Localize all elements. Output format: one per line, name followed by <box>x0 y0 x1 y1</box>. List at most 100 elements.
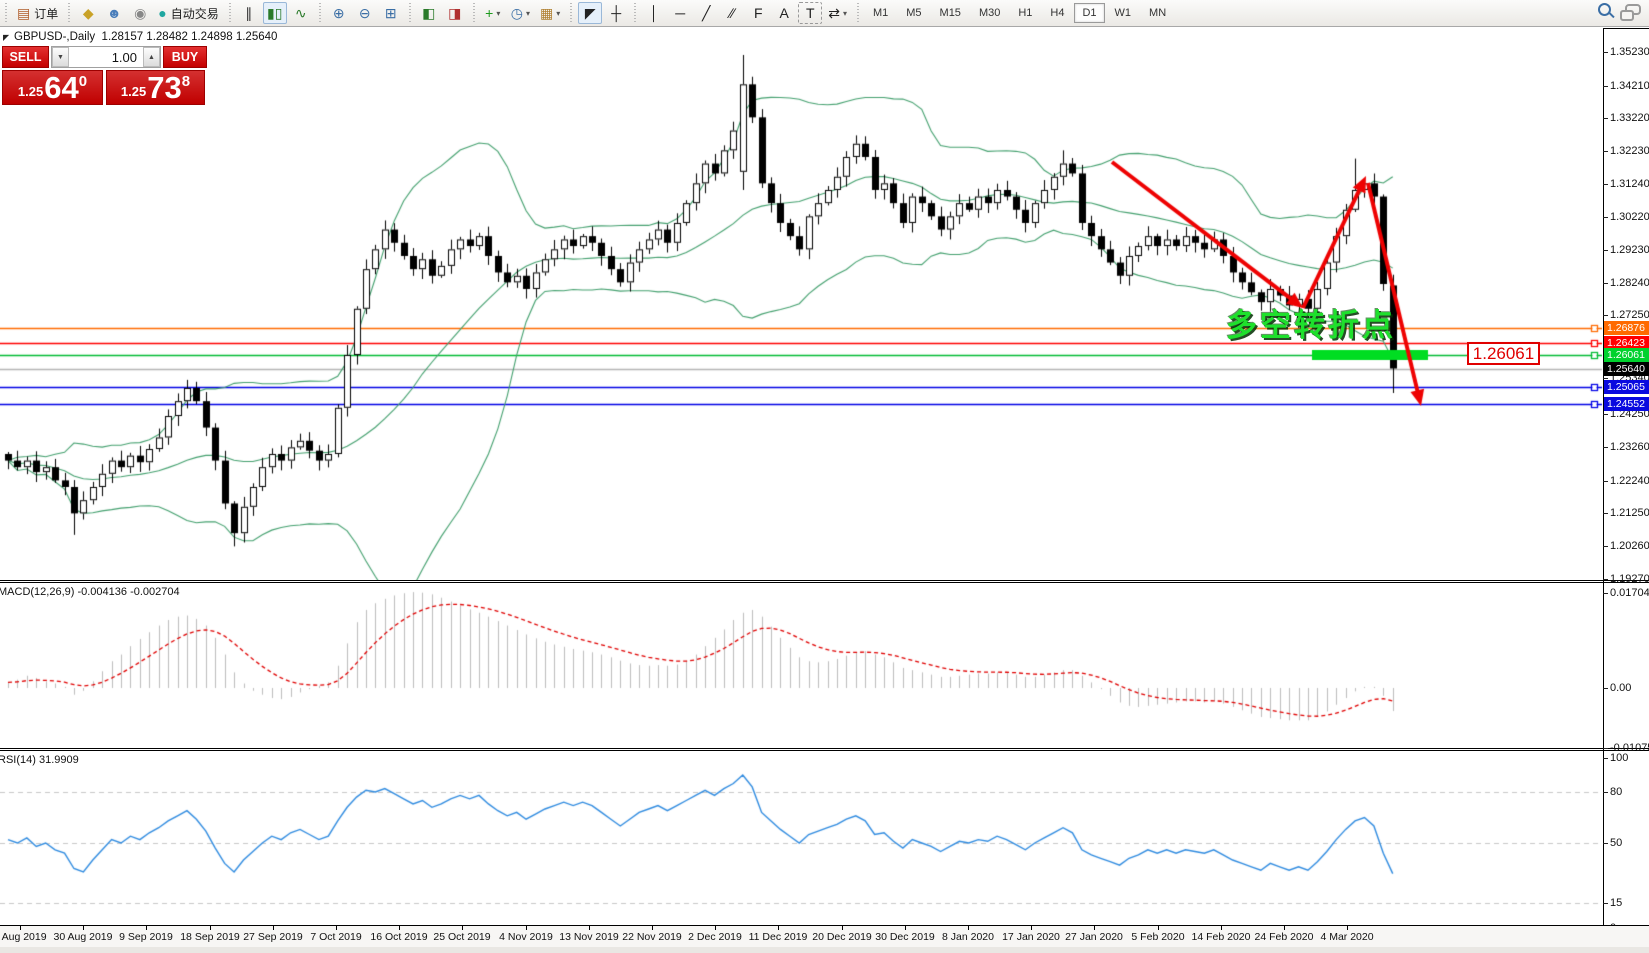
toolbar-group-handle[interactable] <box>406 3 414 23</box>
toolbar-group-handle[interactable] <box>3 3 10 23</box>
autotrade-button[interactable]: ● 自动交易 <box>154 2 222 24</box>
date-tick <box>1158 926 1159 930</box>
dropdown-caret-icon[interactable]: ▾ <box>556 8 561 18</box>
toolbar-group-handle[interactable] <box>854 3 862 23</box>
candlestick-mode-icon[interactable]: ▮▯ <box>262 2 287 24</box>
auto-scroll-icon[interactable]: ◧ <box>417 2 441 24</box>
timeframe-m5[interactable]: M5 <box>906 7 922 19</box>
timeframe-m15[interactable]: M15 <box>939 7 961 19</box>
search-icon[interactable] <box>1598 3 1611 16</box>
macd-canvas[interactable] <box>0 584 1603 747</box>
price-tick-label: 1.19270 <box>1610 573 1649 585</box>
macd-tick <box>1603 748 1608 749</box>
timeframe-mn[interactable]: MN <box>1149 7 1167 19</box>
dropdown-caret-icon[interactable]: ▾ <box>842 8 847 18</box>
price-tick <box>1603 579 1608 580</box>
toolbar-group-handle[interactable] <box>316 3 324 23</box>
date-label: 27 Sep 2019 <box>243 931 303 943</box>
price-tick <box>1603 151 1608 152</box>
templates-icon[interactable]: ▦ ▾ <box>536 2 564 24</box>
text-label-icon[interactable]: T <box>798 2 823 24</box>
zoom-out-icon: ⊖ <box>358 4 371 21</box>
arrows-icon[interactable]: ⇄ ▾ <box>824 2 851 24</box>
volume-spinner: ▼ 1.00 ▲ <box>51 46 161 68</box>
price-tick <box>1603 184 1608 185</box>
timeframe-h4[interactable]: H4 <box>1050 7 1065 19</box>
fibonacci-icon[interactable]: F <box>746 2 770 24</box>
toolbar-group-handle[interactable] <box>226 3 234 23</box>
add-indicator-icon[interactable]: + ▾ <box>481 2 505 24</box>
dropdown-caret-icon[interactable]: ▾ <box>525 8 530 18</box>
date-tick <box>1347 926 1348 930</box>
timeframe-h1[interactable]: H1 <box>1018 7 1033 19</box>
price-tick-label: 1.33220 <box>1610 112 1649 124</box>
market-watch-icon[interactable]: ◆ <box>76 2 100 24</box>
timeframe-d1[interactable]: D1 <box>1074 3 1105 23</box>
timeframe-m30[interactable]: M30 <box>978 7 1001 19</box>
sell-price-panel[interactable]: 1.25 64 0 <box>2 70 103 105</box>
date-label: 20 Dec 2019 <box>812 931 872 943</box>
chat-icon[interactable] <box>1620 4 1641 21</box>
buy-price-small: 1.25 <box>120 84 147 99</box>
separator-macd-rsi-2 <box>0 750 1649 751</box>
dropdown-caret-icon[interactable]: ▾ <box>496 8 501 18</box>
toolbar-group-handle[interactable] <box>632 3 640 23</box>
timeframe-w1[interactable]: W1 <box>1114 7 1132 19</box>
horizontal-line-icon[interactable]: ─ <box>668 2 692 24</box>
bar-chart-mode-icon[interactable]: ∥ <box>237 2 261 24</box>
ohlc-values: 1.28157 1.28482 1.24898 1.25640 <box>101 31 278 43</box>
cursor-icon[interactable]: ◤ <box>578 2 603 24</box>
new-order-button[interactable]: ▤ 订单 <box>13 2 62 24</box>
contacts-icon[interactable]: ☻ <box>102 2 126 24</box>
volume-decrease-button[interactable]: ▼ <box>52 47 69 67</box>
collapse-panel-icon[interactable]: ◤ <box>3 33 10 42</box>
autotrade-button-label: 自动交易 <box>170 6 219 21</box>
chart-shift-icon[interactable]: ◨ <box>443 2 467 24</box>
price-tick-label: 1.21250 <box>1610 507 1649 519</box>
buy-button[interactable]: BUY <box>163 46 207 68</box>
trendline-icon[interactable]: ╱ <box>694 2 718 24</box>
sell-price-sup: 0 <box>78 73 88 90</box>
date-tick <box>905 926 906 930</box>
periods-icon[interactable]: ◷ ▾ <box>507 2 534 24</box>
sell-button[interactable]: SELL <box>2 46 49 68</box>
separator-macd-rsi[interactable] <box>0 748 1649 749</box>
line-chart-mode-icon[interactable]: ∿ <box>289 2 313 24</box>
price-tick <box>1603 250 1608 251</box>
zoom-out-icon[interactable]: ⊖ <box>353 2 377 24</box>
channel-icon[interactable]: ∕∕ <box>720 2 744 24</box>
rsi-tick <box>1603 792 1608 793</box>
volume-input[interactable]: 1.00 <box>111 50 137 65</box>
date-axis[interactable]: 1 Aug 2019 30 Aug 2019 9 Sep 2019 18 Sep 20… <box>0 926 1649 947</box>
price-tick-label: 1.24250 <box>1610 408 1649 420</box>
buy-price-panel[interactable]: 1.25 73 8 <box>106 70 205 105</box>
volume-increase-button[interactable]: ▲ <box>143 47 160 67</box>
toolbar-group-handle[interactable] <box>568 3 576 23</box>
price-chart-canvas[interactable] <box>0 28 1603 581</box>
arrows-icon: ⇄ <box>828 4 840 21</box>
rsi-canvas[interactable] <box>0 751 1603 925</box>
text-icon[interactable]: A <box>772 2 796 24</box>
price-tick-label: 1.35230 <box>1610 46 1649 58</box>
tile-windows-icon[interactable]: ⊞ <box>379 2 403 24</box>
signals-icon[interactable]: ◉ <box>128 2 152 24</box>
date-label: 9 Sep 2019 <box>119 931 173 943</box>
macd-tick-label: 0.00 <box>1610 682 1632 694</box>
vertical-line-icon[interactable]: │ <box>642 2 666 24</box>
timeframe-m1[interactable]: M1 <box>872 7 889 19</box>
price-level-tag: 1.25065 <box>1604 380 1649 394</box>
toolbar-group-handle[interactable] <box>470 3 478 23</box>
price-tick <box>1603 414 1608 415</box>
separator-main-macd[interactable] <box>0 580 1649 581</box>
date-label: 14 Feb 2020 <box>1191 931 1251 943</box>
date-tick <box>1094 926 1095 930</box>
price-tick <box>1603 86 1608 87</box>
macd-tick-label: 0.017043 <box>1610 587 1649 599</box>
price-tick-label: 1.30220 <box>1610 211 1649 223</box>
toolbar-group-handle[interactable] <box>66 3 74 23</box>
price-tick <box>1603 315 1608 316</box>
date-label: 8 Jan 2020 <box>942 931 994 943</box>
crosshair-icon[interactable]: ┼ <box>604 2 628 24</box>
zoom-in-icon[interactable]: ⊕ <box>327 2 351 24</box>
